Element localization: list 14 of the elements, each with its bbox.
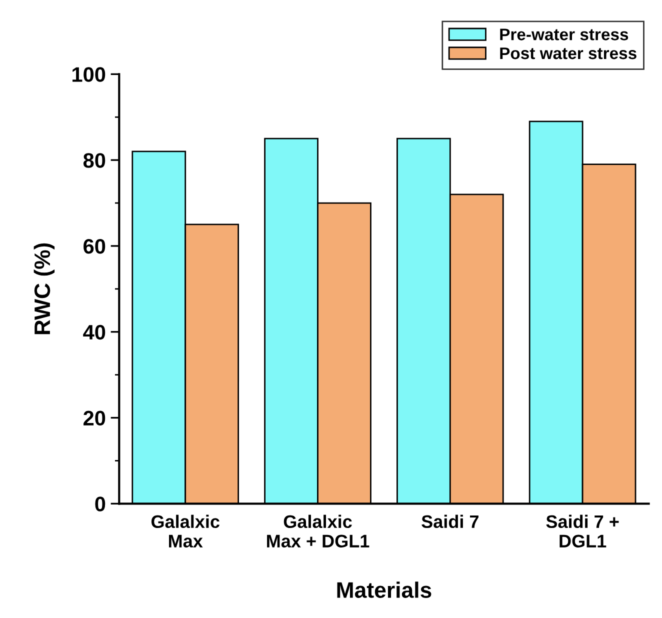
y-tick-label: 40 [83, 324, 106, 340]
x-tick-label: Saidi 7 + DGL1 [546, 514, 619, 548]
legend-label: Post water stress [500, 48, 636, 60]
x-tick-label: Galalxic Max + DGL1 [267, 514, 370, 548]
legend-label: Pre-water stress [500, 28, 628, 40]
x-tick-label: Galalxic Max [151, 514, 220, 548]
y-tick-label: 80 [83, 153, 106, 168]
x-axis-title: Materials [337, 582, 432, 598]
y-tick-label: 100 [72, 67, 106, 82]
x-tick-label: Saidi 7 [422, 514, 478, 528]
y-tick-label: 20 [84, 410, 106, 426]
y-axis-title: RWC (%) [34, 243, 55, 334]
y-tick-label: 60 [84, 238, 106, 254]
y-tick-label: 0 [95, 496, 106, 512]
